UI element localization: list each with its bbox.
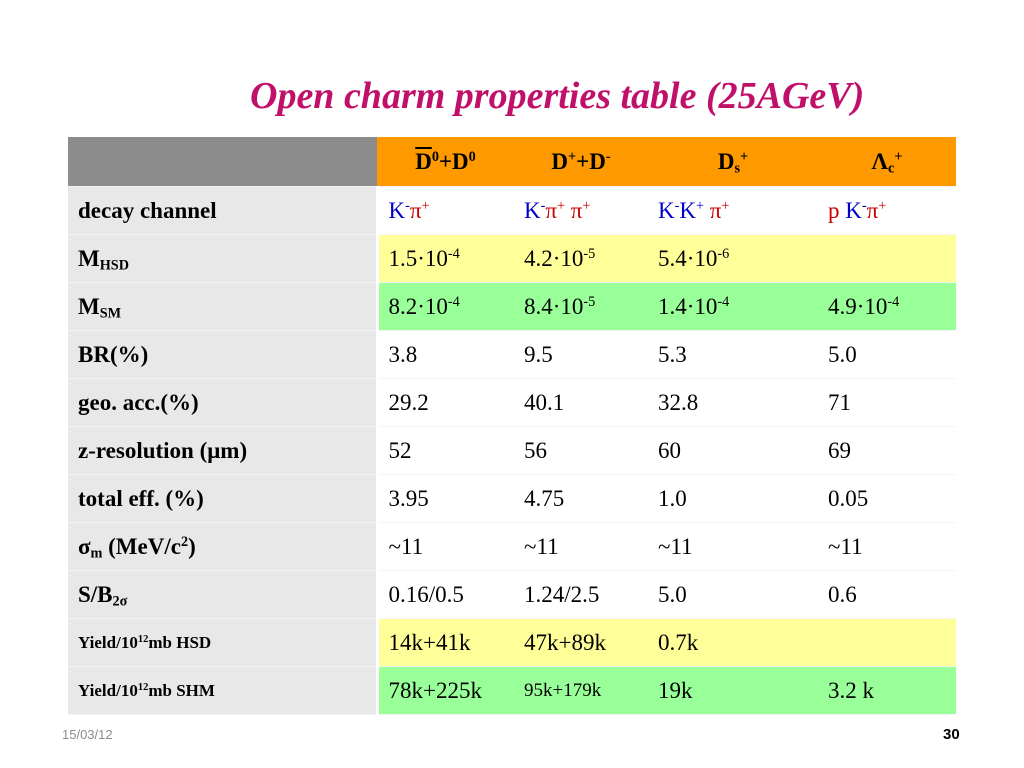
row-sigma-m: σm (MeV/c2) ~11 ~11 ~11 ~11: [68, 522, 956, 571]
header-dplus-dminus: D++D-: [514, 137, 648, 187]
cell-d0: 3.8: [377, 330, 514, 379]
row-label: geo. acc.(%): [68, 378, 379, 427]
cell-dpm: 4.2·10-5: [514, 234, 648, 283]
slide-page-number: 30: [943, 726, 960, 743]
cell-lc: 5.0: [818, 330, 956, 379]
open-charm-properties-table: D0+D0 D++D- Ds+ Λc+ decay channel K-π+ K…: [68, 137, 956, 715]
cell-ds: 60: [648, 426, 818, 475]
slide-title: Open charm properties table (25AGeV): [250, 75, 865, 117]
cell-ds: 0.7k: [648, 618, 818, 667]
cell-dpm: 1.24/2.5: [514, 570, 648, 619]
row-label: Yield/1012mb SHM: [68, 666, 379, 715]
slide-date: 15/03/12: [62, 727, 113, 742]
row-label: Yield/1012mb HSD: [68, 618, 379, 667]
cell-lc: 71: [818, 378, 956, 427]
cell-d0: K-π+: [377, 186, 514, 235]
cell-ds: 5.0: [648, 570, 818, 619]
cell-ds: 5.3: [648, 330, 818, 379]
cell-d0: 3.95: [377, 474, 514, 523]
row-br: BR(%) 3.8 9.5 5.3 5.0: [68, 330, 956, 379]
cell-dpm: K-π+ π+: [514, 186, 648, 235]
row-label: decay channel: [68, 186, 379, 235]
row-z-resolution: z-resolution (μm) 52 56 60 69: [68, 426, 956, 475]
cell-lc: 0.05: [818, 474, 956, 523]
row-s-over-b: S/B2σ 0.16/0.5 1.24/2.5 5.0 0.6: [68, 570, 956, 619]
cell-d0: 78k+225k: [377, 666, 514, 715]
cell-dpm: 40.1: [514, 378, 648, 427]
cell-lc: 4.9·10-4: [818, 282, 956, 331]
cell-d0: 1.5·10-4: [377, 234, 514, 283]
row-decay-channel: decay channel K-π+ K-π+ π+ K-K+ π+ p K-π…: [68, 186, 956, 235]
header-d0-d0bar: D0+D0: [377, 137, 514, 187]
row-label: S/B2σ: [68, 570, 379, 619]
cell-ds: K-K+ π+: [648, 186, 818, 235]
cell-dpm: ~11: [514, 522, 648, 571]
row-yield-shm: Yield/1012mb SHM 78k+225k 95k+179k 19k 3…: [68, 666, 956, 715]
header-corner-cell: [68, 137, 377, 187]
cell-dpm: 9.5: [514, 330, 648, 379]
cell-lc: [818, 618, 956, 667]
row-label: z-resolution (μm): [68, 426, 379, 475]
row-label: BR(%): [68, 330, 379, 379]
header-row: D0+D0 D++D- Ds+ Λc+: [68, 137, 956, 187]
cell-d0: 8.2·10-4: [377, 282, 514, 331]
cell-d0: 0.16/0.5: [377, 570, 514, 619]
cell-d0: 52: [377, 426, 514, 475]
cell-lc: 69: [818, 426, 956, 475]
row-label: MSM: [68, 282, 379, 331]
cell-lc: [818, 234, 956, 283]
cell-ds: 5.4·10-6: [648, 234, 818, 283]
row-m-hsd: MHSD 1.5·10-4 4.2·10-5 5.4·10-6: [68, 234, 956, 283]
cell-lc: p K-π+: [818, 186, 956, 235]
cell-d0: 29.2: [377, 378, 514, 427]
header-lambda-c: Λc+: [818, 137, 956, 187]
row-label: MHSD: [68, 234, 379, 283]
cell-ds: 19k: [648, 666, 818, 715]
cell-lc: 3.2 k: [818, 666, 956, 715]
row-label: total eff. (%): [68, 474, 379, 523]
cell-ds: 1.4·10-4: [648, 282, 818, 331]
row-total-eff: total eff. (%) 3.95 4.75 1.0 0.05: [68, 474, 956, 523]
row-m-sm: MSM 8.2·10-4 8.4·10-5 1.4·10-4 4.9·10-4: [68, 282, 956, 331]
row-geo-acc: geo. acc.(%) 29.2 40.1 32.8 71: [68, 378, 956, 427]
cell-d0: 14k+41k: [377, 618, 514, 667]
cell-ds: 1.0: [648, 474, 818, 523]
cell-dpm: 95k+179k: [514, 666, 648, 715]
cell-ds: 32.8: [648, 378, 818, 427]
cell-lc: ~11: [818, 522, 956, 571]
cell-dpm: 8.4·10-5: [514, 282, 648, 331]
cell-lc: 0.6: [818, 570, 956, 619]
row-yield-hsd: Yield/1012mb HSD 14k+41k 47k+89k 0.7k: [68, 618, 956, 667]
cell-dpm: 56: [514, 426, 648, 475]
cell-ds: ~11: [648, 522, 818, 571]
cell-dpm: 47k+89k: [514, 618, 648, 667]
header-ds: Ds+: [648, 137, 818, 187]
row-label: σm (MeV/c2): [68, 522, 379, 571]
cell-dpm: 4.75: [514, 474, 648, 523]
cell-d0: ~11: [377, 522, 514, 571]
